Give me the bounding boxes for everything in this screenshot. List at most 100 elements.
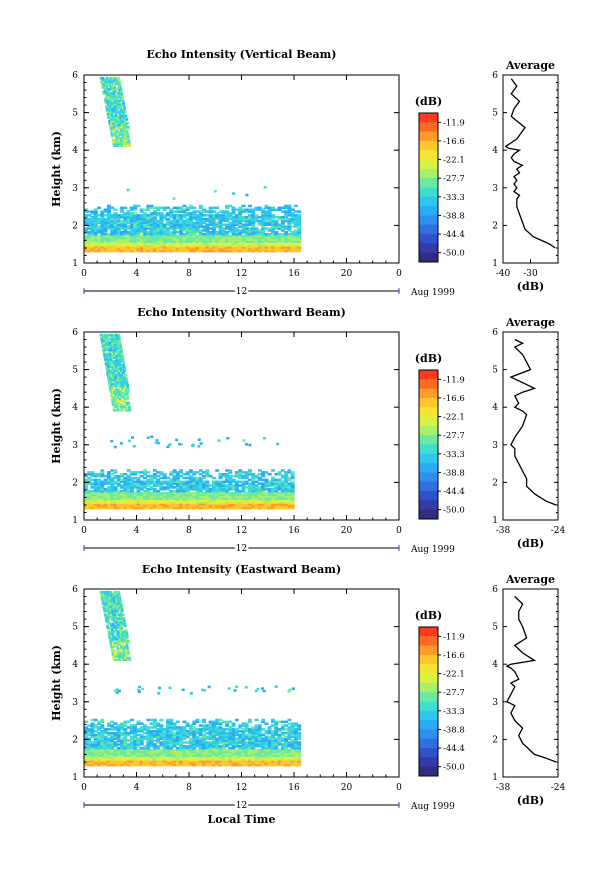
average-y-tick-label: 1 xyxy=(492,259,498,269)
average-y-tick-label: 6 xyxy=(492,71,498,81)
colorbar-1: (dB)-11.9 -16.6 -22.1 -27.7 -33.3 -38.8 -44.4 -… xyxy=(415,95,465,263)
average-y-tick-label: 3 xyxy=(492,184,498,194)
colorbar-swatch xyxy=(419,509,438,520)
average-y-tick-label: 4 xyxy=(492,146,498,156)
colorbar-tick-label: -33.3 xyxy=(443,193,465,203)
colorbar-swatch xyxy=(419,627,438,637)
x-tick-label: 0 xyxy=(81,783,87,793)
colorbar-unit: (dB) xyxy=(415,609,442,622)
colorbar-swatch xyxy=(419,636,438,647)
colorbar-swatch xyxy=(419,645,438,656)
colorbar-tick-label: -11.9 xyxy=(443,632,465,642)
colorbar-swatch xyxy=(419,425,438,436)
average-y-tick-label: 2 xyxy=(492,221,498,231)
colorbar-swatch xyxy=(419,243,438,254)
colorbar-unit: (dB) xyxy=(415,95,442,108)
date-label: 12 xyxy=(236,801,247,811)
average-xlabel: (dB) xyxy=(517,537,544,550)
y-tick-label: 2 xyxy=(72,478,78,488)
colorbar-frame xyxy=(418,112,439,263)
colorbar-swatch xyxy=(419,664,438,674)
colorbar-frame xyxy=(418,369,439,520)
colorbar-swatch xyxy=(419,491,438,501)
colorbar-swatch xyxy=(419,150,438,160)
colorbar-tick-label: -50.0 xyxy=(443,763,465,773)
y-tick-label: 1 xyxy=(72,259,78,269)
y-tick-label: 4 xyxy=(72,403,78,413)
y-tick-label: 3 xyxy=(72,441,78,451)
echo-cells xyxy=(84,590,302,767)
colorbar-swatch xyxy=(419,168,438,179)
colorbar-swatch xyxy=(419,682,438,693)
heatmap-title: Echo Intensity (Northward Beam) xyxy=(137,306,346,319)
average-y-tick-label: 6 xyxy=(492,585,498,595)
colorbar-tick-label: -27.7 xyxy=(443,431,465,441)
x-tick-label: 20 xyxy=(341,783,353,793)
x-tick-label: 4 xyxy=(134,526,140,536)
y-tick-label: 3 xyxy=(72,698,78,708)
colorbar-swatch xyxy=(419,388,438,399)
colorbar-tick-label: -33.3 xyxy=(443,450,465,460)
average-xlabel: (dB) xyxy=(517,794,544,807)
average-x-tick-label: -24 xyxy=(551,783,566,793)
colorbar-swatch xyxy=(419,748,438,758)
average-title: Average xyxy=(505,573,555,586)
colorbar-swatch xyxy=(419,131,438,142)
date-suffix: Aug 1999 xyxy=(410,802,455,812)
x-tick-label: 8 xyxy=(186,269,192,279)
colorbar-swatch xyxy=(419,416,438,427)
y-tick-label: 6 xyxy=(72,585,78,595)
colorbar-swatch xyxy=(419,701,438,712)
colorbar-swatch xyxy=(419,196,438,207)
average-x-tick-label: -24 xyxy=(551,526,566,536)
colorbar-tick-label: -22.1 xyxy=(443,670,465,680)
x-tick-label: 4 xyxy=(134,269,140,279)
colorbar-swatch xyxy=(419,472,438,483)
colorbar-swatch xyxy=(419,187,438,198)
average-y-tick-label: 5 xyxy=(492,366,498,376)
x-tick-label: 0 xyxy=(81,526,87,536)
x-tick-label: 20 xyxy=(341,526,353,536)
average-x-tick-label: -30 xyxy=(523,269,538,279)
figure-xlabel: Local Time xyxy=(208,813,276,826)
average-profile-line xyxy=(509,338,557,506)
average-xlabel: (dB) xyxy=(517,280,544,293)
average-y-tick-label: 3 xyxy=(492,698,498,708)
colorbar-tick-label: -33.3 xyxy=(443,707,465,717)
colorbar-swatch xyxy=(419,370,438,380)
date-suffix: Aug 1999 xyxy=(410,288,455,298)
colorbar-swatch xyxy=(419,481,438,492)
x-tick-label: 16 xyxy=(288,526,300,536)
x-tick-label: 12 xyxy=(236,783,247,793)
colorbar-swatch xyxy=(419,673,438,684)
colorbar-swatch xyxy=(419,379,438,390)
heatmap-title: Echo Intensity (Vertical Beam) xyxy=(146,48,336,61)
colorbar-swatch xyxy=(419,159,438,170)
y-tick-label: 1 xyxy=(72,516,78,526)
date-label: 12 xyxy=(236,287,247,297)
x-tick-label: 12 xyxy=(236,269,247,279)
colorbar-swatch xyxy=(419,500,438,511)
colorbar-swatch xyxy=(419,654,438,665)
average-frame xyxy=(502,331,559,521)
colorbar-swatch xyxy=(419,178,438,188)
heatmap-ylabel: Height (km) xyxy=(50,645,63,721)
average-y-tick-label: 1 xyxy=(492,516,498,526)
colorbar-tick-label: -44.4 xyxy=(443,487,465,497)
colorbar-swatch xyxy=(419,692,438,702)
average-profile-line xyxy=(504,78,556,249)
y-tick-label: 2 xyxy=(72,735,78,745)
average-x-tick-label: -40 xyxy=(496,269,511,279)
average-y-tick-label: 1 xyxy=(492,773,498,783)
colorbar-swatch xyxy=(419,720,438,730)
colorbar-tick-label: -22.1 xyxy=(443,156,465,166)
average-y-tick-label: 5 xyxy=(492,623,498,633)
average-panel-3: -38 -24 1 2 3 4 5 6 Average (dB) xyxy=(492,573,565,807)
average-y-tick-label: 4 xyxy=(492,660,498,670)
colorbar-swatch xyxy=(419,122,438,133)
average-frame xyxy=(502,588,559,778)
x-tick-label: 16 xyxy=(288,269,300,279)
colorbar-swatch xyxy=(419,453,438,464)
